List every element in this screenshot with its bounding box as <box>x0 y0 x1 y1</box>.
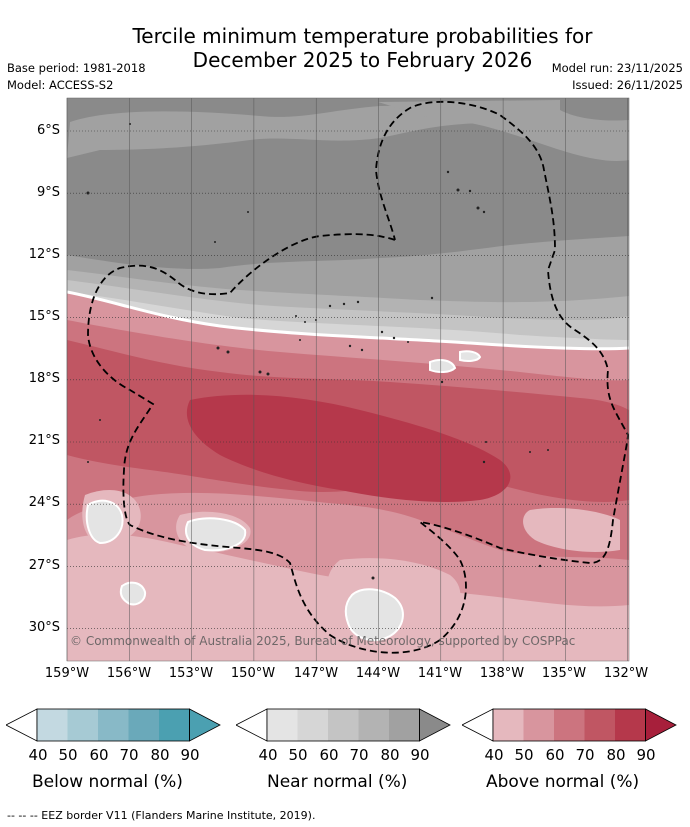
lat-label: 9°S <box>36 185 60 200</box>
tick-label: 70 <box>119 746 139 764</box>
above-normal-40-east <box>523 508 620 552</box>
colorbar-segment <box>297 709 328 741</box>
tick-label: 60 <box>545 746 565 764</box>
lat-label: 15°S <box>28 309 60 324</box>
colorbar-extend-low <box>6 708 38 742</box>
near-normal-patch <box>560 98 629 121</box>
colorbar-extend-high <box>645 709 676 741</box>
near-normal-white-patch-6 <box>429 359 457 374</box>
meta-left: Base period: 1981-2018 Model: ACCESS-S2 <box>7 60 146 94</box>
above-normal-80-core <box>186 394 511 502</box>
map-frame <box>66 97 630 662</box>
eez-footnote: -- -- -- EEZ border V11 (Flanders Marine… <box>7 809 316 822</box>
lat-label: 21°S <box>28 433 60 448</box>
colorbar-segment <box>98 709 129 741</box>
colorbar-extend-high <box>419 709 450 741</box>
copyright-notice: © Commonwealth of Australia 2025, Bureau… <box>70 634 576 648</box>
tick-label: 40 <box>258 746 278 764</box>
colorbar-extend-low <box>236 708 268 742</box>
lon-label: 144°W <box>355 666 401 681</box>
colorbar-segment <box>67 709 98 741</box>
lat-label: 6°S <box>36 123 60 138</box>
eez-border <box>87 100 629 654</box>
tick-label: 40 <box>28 746 48 764</box>
above-normal-title: Above normal (%) <box>486 772 640 792</box>
tick-label: 60 <box>319 746 339 764</box>
base-period: Base period: 1981-2018 <box>7 61 146 75</box>
lat-label: 30°S <box>28 620 60 635</box>
colorbar-extend-high <box>189 709 220 741</box>
colorbar-segment <box>584 709 615 741</box>
colorbar-segment <box>554 709 585 741</box>
lon-label: 147°W <box>293 666 339 681</box>
tick-label: 40 <box>484 746 504 764</box>
lat-label: 27°S <box>28 558 60 573</box>
title-line-1: Tercile minimum temperature probabilitie… <box>132 24 593 48</box>
tick-label: 90 <box>636 746 656 764</box>
tick-label: 60 <box>89 746 109 764</box>
near-normal-white-patch-5 <box>459 350 482 362</box>
tick-label: 80 <box>150 746 170 764</box>
title-line-2: December 2025 to February 2026 <box>192 48 533 72</box>
colorbar-segment <box>615 709 646 741</box>
lon-label: 159°W <box>44 666 90 681</box>
tick-label: 80 <box>606 746 626 764</box>
near-normal-white-patch-4 <box>344 588 404 642</box>
colorbar-segment <box>128 709 159 741</box>
tick-label: 50 <box>288 746 308 764</box>
map-fields <box>67 98 629 661</box>
colorbar-segment <box>159 709 190 741</box>
colorbar-extend-low <box>462 708 494 742</box>
category-boundary <box>67 290 629 351</box>
lat-label: 24°S <box>28 495 60 510</box>
near-normal-colorbar <box>236 708 451 742</box>
colorbar-segment <box>493 709 524 741</box>
near-normal-white-patch-3 <box>119 581 147 606</box>
islands <box>86 123 549 580</box>
lon-label: 156°W <box>106 666 152 681</box>
lon-label: 150°W <box>230 666 276 681</box>
probability-map <box>66 97 630 662</box>
tick-label: 90 <box>410 746 430 764</box>
colorbar-segment <box>389 709 420 741</box>
lon-label: 141°W <box>417 666 463 681</box>
colorbar-segment <box>523 709 554 741</box>
colorbar-segment <box>267 709 298 741</box>
lon-label: 135°W <box>541 666 587 681</box>
colorbar-segment <box>328 709 359 741</box>
tick-label: 80 <box>380 746 400 764</box>
lon-label: 138°W <box>479 666 525 681</box>
below-normal-title: Below normal (%) <box>32 772 183 792</box>
colorbar-segment <box>37 709 68 741</box>
lat-label: 18°S <box>28 371 60 386</box>
chart-title: Tercile minimum temperature probabilitie… <box>0 24 690 72</box>
tick-label: 50 <box>58 746 78 764</box>
above-normal-colorbar <box>462 708 677 742</box>
meta-right: Model run: 23/11/2025 Issued: 26/11/2025 <box>552 60 683 94</box>
near-normal-white-patch-2 <box>185 517 247 552</box>
tick-label: 90 <box>180 746 200 764</box>
below-normal-colorbar <box>6 708 221 742</box>
model-name: Model: ACCESS-S2 <box>7 78 114 92</box>
model-run: Model run: 23/11/2025 <box>551 61 683 75</box>
near-normal-white-patch-1 <box>85 499 124 545</box>
tick-label: 70 <box>349 746 369 764</box>
colorbar-segment <box>358 709 389 741</box>
tick-label: 70 <box>575 746 595 764</box>
issued-date: Issued: 26/11/2025 <box>572 78 683 92</box>
lon-label: 153°W <box>168 666 214 681</box>
near-normal-title: Near normal (%) <box>267 772 408 792</box>
tick-label: 50 <box>514 746 534 764</box>
map-grid <box>66 98 629 661</box>
lat-label: 12°S <box>28 247 60 262</box>
lon-label: 132°W <box>603 666 649 681</box>
